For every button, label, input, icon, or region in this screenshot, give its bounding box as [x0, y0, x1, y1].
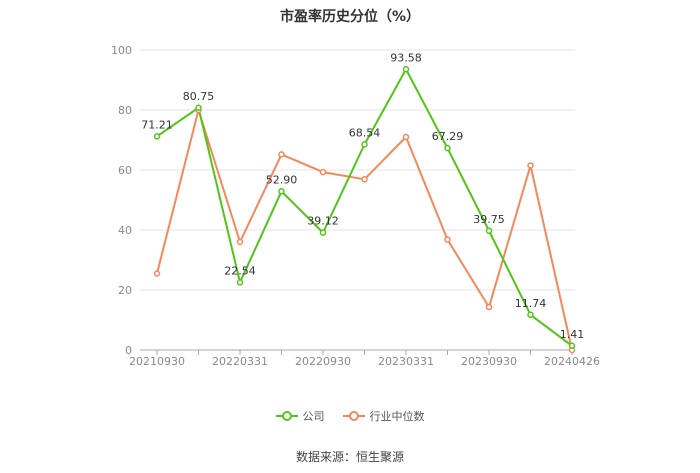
legend-item-company[interactable]: 公司: [275, 408, 325, 424]
data-point-industry-median: [361, 176, 368, 183]
series-lines: [156, 68, 573, 351]
data-labels: 71.21 80.75 22.54 52.90 39.12 68.54 93.58 67.29…: [141, 51, 584, 341]
legend: 公司 行业中位数: [0, 408, 700, 424]
data-point-industry-median: [402, 133, 410, 141]
data-label: 71.21: [141, 118, 173, 131]
x-tick-label: 20210930: [129, 355, 185, 368]
data-point-company: [361, 141, 368, 148]
data-label: 67.29: [432, 130, 464, 143]
y-axis-ticks: 0 20 40 60 80 100: [111, 44, 132, 357]
series-points: [153, 66, 576, 354]
data-label: 52.90: [266, 173, 298, 186]
legend-swatch-company: [275, 411, 298, 421]
data-point-industry-median: [485, 303, 493, 311]
data-label: 80.75: [183, 90, 215, 103]
grid-lines: [140, 49, 575, 291]
y-tick-label: 100: [111, 44, 132, 57]
data-point-company: [195, 104, 202, 111]
data-point-company: [568, 342, 576, 350]
y-tick-label: 60: [118, 164, 132, 177]
data-label: 11.74: [515, 297, 547, 310]
chart-title: 市盈率历史分位（%）: [279, 9, 421, 25]
legend-item-industry-median[interactable]: 行业中位数: [342, 408, 425, 424]
x-tick-label: 20230930: [461, 355, 517, 368]
y-tick-label: 40: [118, 224, 132, 237]
data-label: 93.58: [390, 51, 422, 64]
data-label: 39.75: [473, 213, 505, 226]
data-point-company: [278, 188, 285, 195]
data-label: 39.12: [307, 215, 339, 228]
data-point-company: [153, 133, 161, 140]
y-tick-label: 80: [118, 104, 132, 117]
data-point-industry-median: [153, 270, 161, 277]
data-point-industry-median: [444, 236, 451, 243]
data-label: 22.54: [224, 264, 256, 277]
data-point-company: [485, 227, 493, 234]
legend-swatch-industry-median: [342, 411, 365, 421]
data-point-industry-median: [527, 162, 534, 169]
data-point-company: [402, 66, 410, 73]
x-tick-label: 20240426: [544, 355, 600, 368]
data-point-company: [527, 311, 534, 319]
data-point-company: [236, 279, 244, 286]
data-point-industry-median: [278, 151, 285, 158]
data-label: 1.41: [560, 328, 585, 341]
x-axis-ticks: 20210930 20220331 20220930 20230331 20230930…: [129, 350, 600, 368]
x-tick-label: 20220331: [212, 355, 268, 368]
data-point-company: [319, 229, 327, 236]
data-source: 数据来源：恒生聚源: [295, 450, 404, 464]
x-tick-label: 20230331: [378, 355, 434, 368]
series-line-company: [156, 68, 573, 347]
legend-label-company: 公司: [302, 410, 325, 423]
legend-label-industry-median: 行业中位数: [369, 410, 425, 423]
x-tick-label: 20220930: [295, 355, 351, 368]
y-tick-label: 20: [118, 284, 132, 297]
data-point-company: [444, 144, 451, 152]
data-point-industry-median: [319, 168, 327, 176]
y-tick-label: 0: [125, 344, 132, 357]
data-label: 68.54: [349, 126, 381, 139]
data-point-industry-median: [236, 238, 244, 246]
